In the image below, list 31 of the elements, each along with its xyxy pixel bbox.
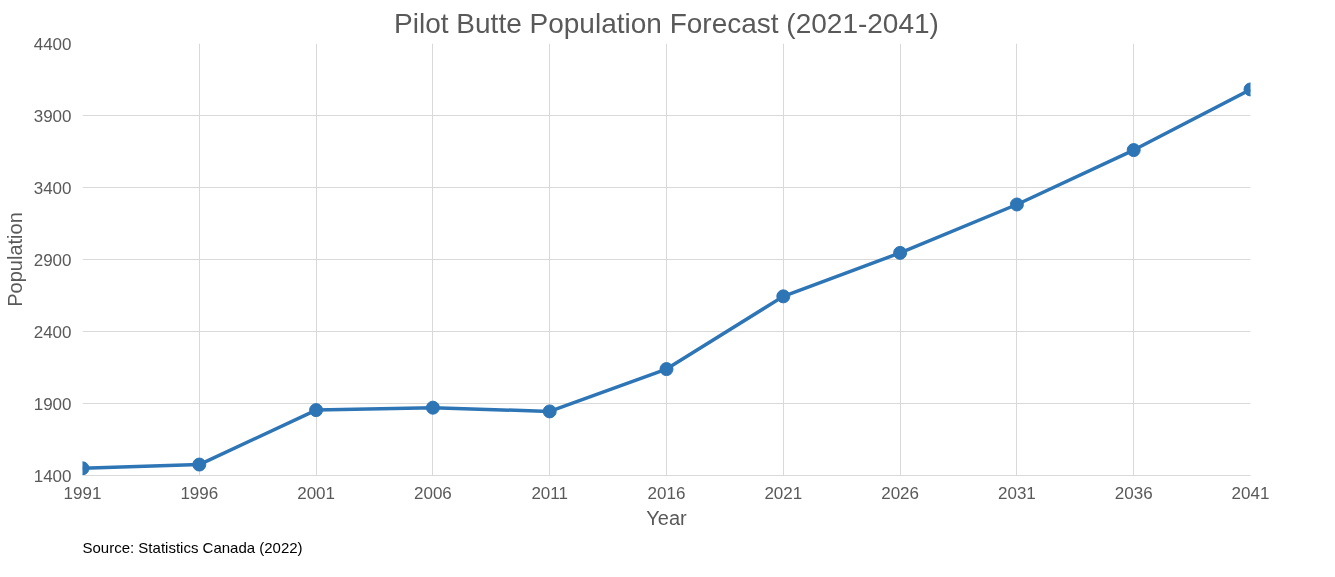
point xyxy=(776,289,791,304)
x-tick-label: 1991 xyxy=(63,483,102,503)
point xyxy=(659,362,674,377)
point xyxy=(425,400,440,415)
x-tick-label: 2001 xyxy=(297,483,336,503)
y-tick-label: 3400 xyxy=(33,178,72,198)
source-note: Source: Statistics Canada (2022) xyxy=(82,538,303,556)
y-axis-title: Population xyxy=(3,212,26,307)
x-axis-title: Year xyxy=(646,506,688,529)
x-tick-label: 2006 xyxy=(413,483,452,503)
y-tick-label: 4400 xyxy=(33,34,72,54)
point xyxy=(542,404,557,419)
point xyxy=(1126,143,1141,158)
x-tick-label: 2041 xyxy=(1231,483,1270,503)
x-tick-label: 2026 xyxy=(881,483,920,503)
x-tick-label: 2021 xyxy=(764,483,803,503)
y-tick-label: 1400 xyxy=(33,466,72,486)
x-tick-label: 1996 xyxy=(180,483,219,503)
y-tick-label: 2400 xyxy=(33,322,72,342)
x-tick-label: 2011 xyxy=(531,483,568,503)
y-tick-label: 2900 xyxy=(33,250,72,270)
point xyxy=(1009,197,1024,212)
y-tick-label: 3900 xyxy=(33,106,72,126)
x-tick-label: 2031 xyxy=(997,483,1036,503)
x-tick-label: 2016 xyxy=(647,483,686,503)
chart-title: Pilot Butte Population Forecast (2021-2041) xyxy=(394,7,939,39)
y-tick-label: 1900 xyxy=(33,394,72,414)
x-tick-label: 2036 xyxy=(1114,483,1153,503)
point xyxy=(309,403,324,418)
point xyxy=(192,457,207,472)
point xyxy=(893,245,908,260)
